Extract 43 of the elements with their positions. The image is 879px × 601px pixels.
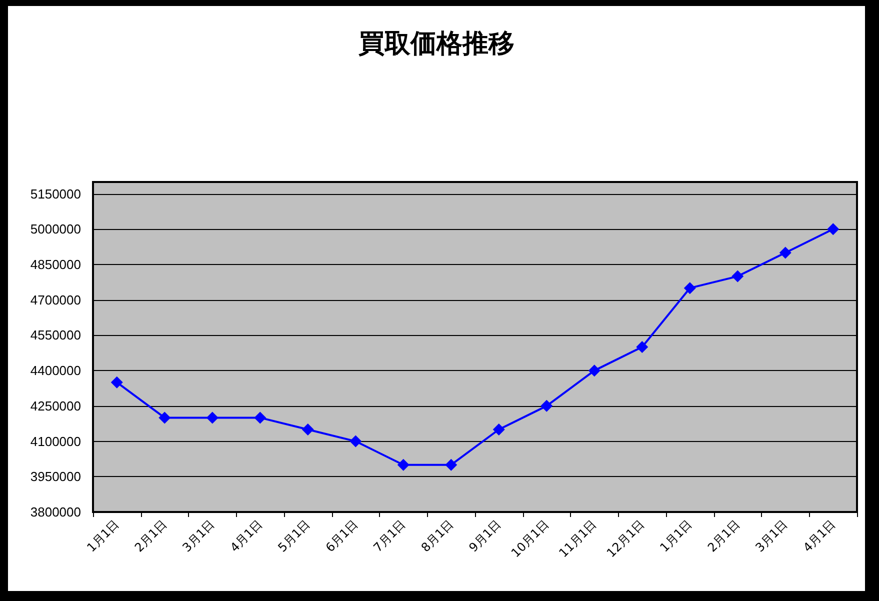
chart-title: 買取価格推移 — [358, 29, 514, 59]
point — [827, 223, 840, 236]
x-tick-label: 4月1日 — [227, 517, 266, 555]
y-tick-label: 3950000 — [30, 469, 81, 484]
x-tick-label: 12月1日 — [604, 517, 648, 560]
y-tick-label: 4550000 — [30, 328, 81, 343]
point — [636, 341, 648, 353]
point — [302, 424, 314, 436]
point — [540, 400, 553, 412]
x-tick-label: 7月1日 — [370, 517, 408, 555]
y-tick-label: 4400000 — [30, 363, 81, 378]
x-tick-label: 9月1日 — [466, 517, 504, 555]
point — [397, 458, 410, 471]
point — [684, 282, 696, 294]
point — [445, 458, 458, 471]
x-tick-label: 3月1日 — [752, 517, 790, 555]
point — [588, 364, 600, 377]
y-tick-label: 4250000 — [30, 398, 81, 414]
x-tick-label: 1月1日 — [657, 517, 695, 555]
point — [779, 246, 792, 259]
y-tick-label: 5000000 — [30, 222, 81, 237]
point — [732, 270, 744, 282]
x-tick-label: 6月1日 — [322, 517, 361, 555]
point — [206, 412, 218, 424]
x-tick-label: 3月1日 — [180, 517, 218, 555]
x-tick-label: 8月1日 — [418, 517, 456, 555]
y-tick-label: 4700000 — [30, 292, 81, 308]
point — [110, 376, 123, 388]
point — [492, 424, 505, 436]
y-tick-label: 3800000 — [30, 504, 81, 520]
point — [158, 412, 171, 424]
x-tick-label: 1月1日 — [84, 517, 122, 555]
x-tick-label: 10月1日 — [508, 517, 552, 560]
point — [350, 435, 362, 448]
x-tick-label: 5月1日 — [275, 517, 313, 555]
x-tick-label: 11月1日 — [556, 517, 600, 560]
x-tick-label: 2月1日 — [132, 517, 170, 555]
x-tick-label: 2月1日 — [704, 517, 743, 555]
y-tick-label: 4100000 — [30, 434, 81, 449]
x-tick-label: 4月1日 — [800, 517, 838, 555]
y-tick-label: 5150000 — [30, 186, 81, 202]
point — [254, 412, 266, 424]
y-tick-label: 4850000 — [30, 257, 81, 272]
